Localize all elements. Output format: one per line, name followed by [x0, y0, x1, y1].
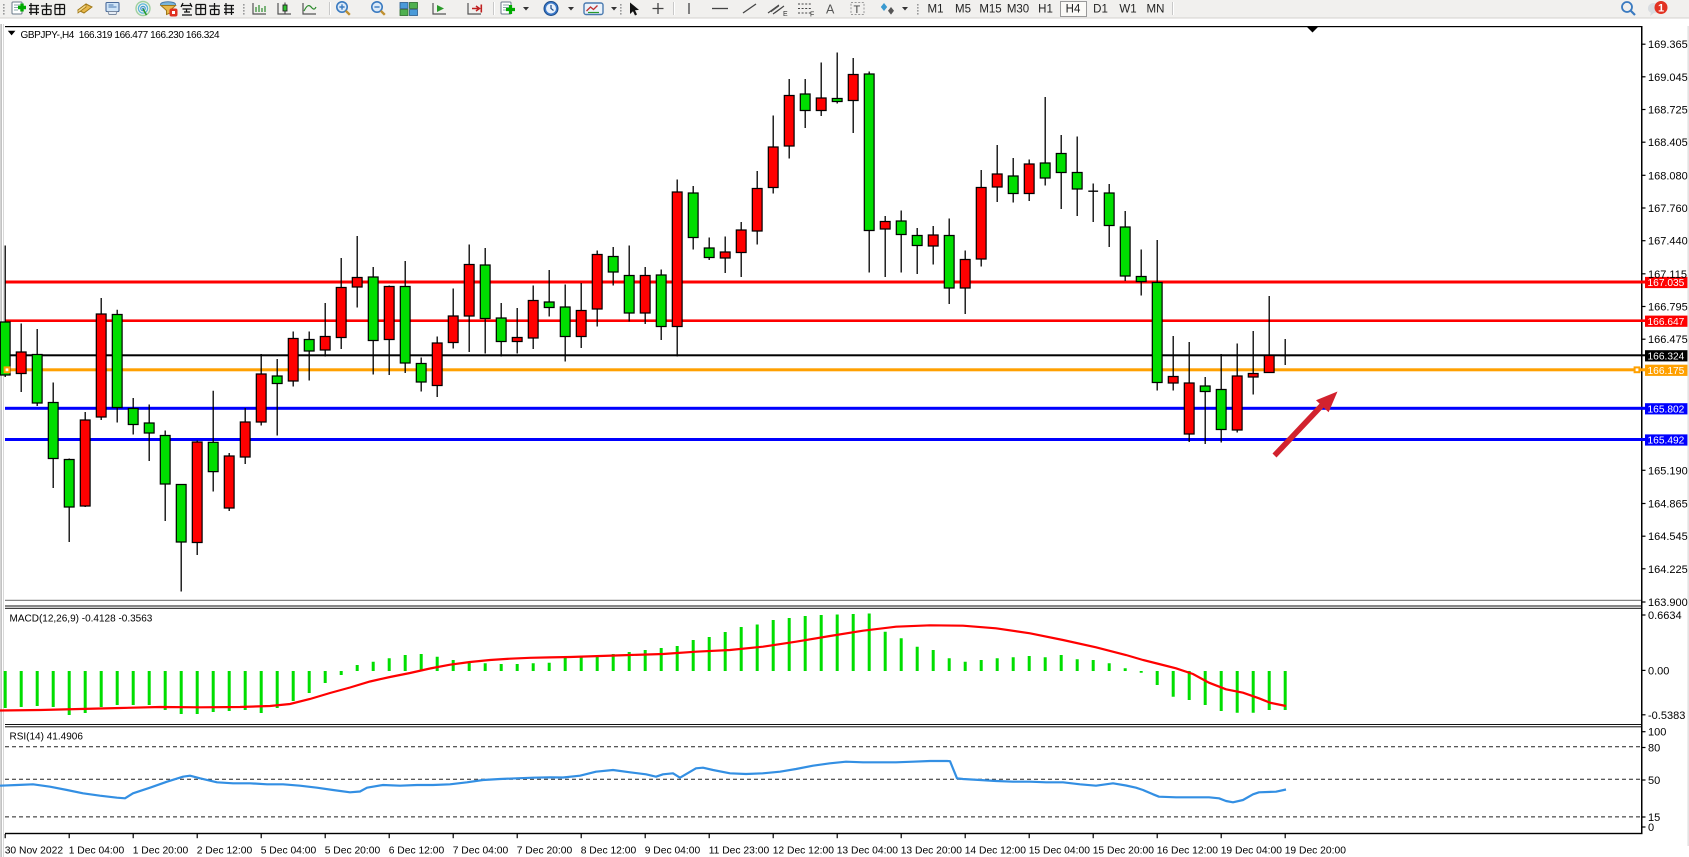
svg-text:19 Dec 04:00: 19 Dec 04:00	[1221, 846, 1283, 857]
svg-text:W1: W1	[1119, 4, 1136, 16]
svg-text:166.475: 166.475	[1648, 334, 1688, 346]
svg-text:11 Dec 23:00: 11 Dec 23:00	[709, 846, 770, 857]
svg-text:M15: M15	[979, 4, 1001, 16]
svg-text:100: 100	[1648, 727, 1666, 739]
svg-text:0: 0	[1648, 822, 1654, 834]
svg-text:30 Nov 2022: 30 Nov 2022	[5, 846, 64, 857]
svg-text:MACD(12,26,9) -0.4128 -0.3563: MACD(12,26,9) -0.4128 -0.3563	[10, 614, 153, 625]
svg-text:15 Dec 20:00: 15 Dec 20:00	[1093, 846, 1155, 857]
svg-text:1 Dec 20:00: 1 Dec 20:00	[133, 846, 189, 857]
svg-text:13 Dec 04:00: 13 Dec 04:00	[837, 846, 899, 857]
svg-text:168.080: 168.080	[1648, 170, 1688, 182]
svg-text:169.365: 169.365	[1648, 39, 1688, 51]
svg-text:12 Dec 12:00: 12 Dec 12:00	[773, 846, 835, 857]
svg-text:164.545: 164.545	[1648, 531, 1688, 543]
svg-text:2 Dec 12:00: 2 Dec 12:00	[197, 846, 253, 857]
svg-text:H4: H4	[1066, 4, 1081, 16]
svg-text:6 Dec 12:00: 6 Dec 12:00	[389, 846, 445, 857]
svg-text:1 Dec 04:00: 1 Dec 04:00	[69, 846, 125, 857]
svg-text:167.760: 167.760	[1648, 203, 1688, 215]
svg-text:164.865: 164.865	[1648, 499, 1688, 511]
svg-text:16 Dec 12:00: 16 Dec 12:00	[1157, 846, 1219, 857]
svg-text:15: 15	[1648, 812, 1660, 824]
svg-text:164.225: 164.225	[1648, 564, 1688, 576]
svg-text:165.802: 165.802	[1648, 404, 1685, 415]
svg-text:15 Dec 04:00: 15 Dec 04:00	[1029, 846, 1091, 857]
svg-text:M30: M30	[1007, 4, 1029, 16]
svg-text:14 Dec 12:00: 14 Dec 12:00	[965, 846, 1027, 857]
svg-text:80: 80	[1648, 743, 1660, 755]
svg-text:H1: H1	[1038, 4, 1053, 16]
svg-text:167.035: 167.035	[1648, 278, 1685, 289]
svg-text:165.190: 165.190	[1648, 465, 1688, 477]
svg-text:T: T	[854, 4, 861, 16]
svg-text:163.900: 163.900	[1648, 597, 1688, 609]
svg-text:7 Dec 04:00: 7 Dec 04:00	[453, 846, 509, 857]
svg-text:D1: D1	[1093, 4, 1108, 16]
svg-text:E: E	[783, 11, 788, 18]
svg-text:-0.5383: -0.5383	[1648, 710, 1685, 722]
svg-text:MN: MN	[1147, 4, 1165, 16]
svg-text:A: A	[826, 3, 835, 17]
svg-text:8 Dec 12:00: 8 Dec 12:00	[581, 846, 637, 857]
svg-text:50: 50	[1648, 775, 1660, 787]
svg-text:166.324: 166.324	[1648, 351, 1685, 362]
svg-text:166.795: 166.795	[1648, 302, 1688, 314]
svg-text:7 Dec 20:00: 7 Dec 20:00	[517, 846, 573, 857]
svg-text:M5: M5	[955, 4, 971, 16]
svg-text:F: F	[810, 12, 814, 19]
svg-text:GBPJPY-,H4 166.319 166.477 16: GBPJPY-,H4 166.319 166.477 166.230 166.3…	[21, 30, 221, 41]
svg-text:5 Dec 20:00: 5 Dec 20:00	[325, 846, 381, 857]
svg-text:RSI(14) 41.4906: RSI(14) 41.4906	[10, 732, 84, 743]
svg-text:0.00: 0.00	[1648, 665, 1669, 677]
svg-text:167.440: 167.440	[1648, 236, 1688, 248]
svg-text:1: 1	[1658, 3, 1664, 15]
svg-text:166.647: 166.647	[1648, 317, 1685, 328]
svg-text:19 Dec 20:00: 19 Dec 20:00	[1285, 846, 1347, 857]
svg-text:168.405: 168.405	[1648, 137, 1688, 149]
svg-text:168.725: 168.725	[1648, 105, 1688, 117]
svg-text:166.175: 166.175	[1648, 366, 1685, 377]
svg-text:167.115: 167.115	[1648, 269, 1687, 281]
svg-text:0.6634: 0.6634	[1648, 610, 1682, 622]
svg-text:9 Dec 04:00: 9 Dec 04:00	[645, 846, 701, 857]
svg-text:M1: M1	[928, 4, 944, 16]
svg-text:165.492: 165.492	[1648, 436, 1685, 447]
svg-text:169.045: 169.045	[1648, 72, 1688, 84]
svg-text:13 Dec 20:00: 13 Dec 20:00	[901, 846, 963, 857]
svg-text:5 Dec 04:00: 5 Dec 04:00	[261, 846, 317, 857]
